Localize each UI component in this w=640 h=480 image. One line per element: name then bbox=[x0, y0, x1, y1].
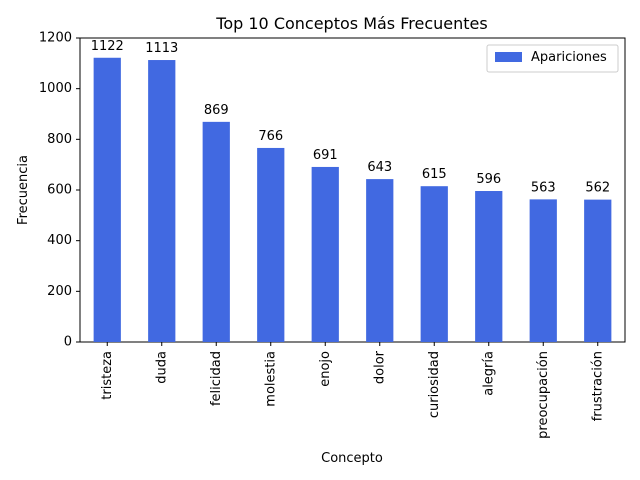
x-tick-label: felicidad bbox=[209, 351, 224, 406]
bar-frustración bbox=[584, 199, 612, 342]
x-tick-label: duda bbox=[154, 351, 169, 384]
x-tick-label: frustración bbox=[590, 351, 605, 421]
y-tick-label: 800 bbox=[47, 132, 72, 147]
data-label: 643 bbox=[367, 160, 392, 175]
bar-molestia bbox=[257, 147, 285, 342]
x-tick-label: dolor bbox=[372, 350, 387, 384]
bar-tristeza bbox=[93, 57, 121, 342]
data-label: 615 bbox=[422, 167, 447, 182]
y-tick-label: 400 bbox=[47, 233, 72, 248]
data-label: 766 bbox=[258, 129, 283, 144]
y-tick-label: 1000 bbox=[39, 81, 72, 96]
bar-alegría bbox=[475, 191, 503, 342]
y-tick-label: 1200 bbox=[39, 31, 72, 46]
data-label: 1122 bbox=[91, 39, 124, 54]
legend-box bbox=[486, 44, 619, 73]
data-label: 869 bbox=[204, 103, 229, 118]
bar-felicidad bbox=[202, 121, 230, 342]
x-axis-label: Concepto bbox=[321, 451, 383, 466]
value-labels-group: 1122 1113 869 766 691 643 615 596 563 562 bbox=[91, 39, 610, 196]
legend: Apariciones bbox=[486, 44, 619, 73]
chart-title: Top 10 Conceptos Más Frecuentes bbox=[215, 14, 487, 33]
bars-group bbox=[93, 57, 612, 342]
data-label: 691 bbox=[313, 148, 338, 163]
y-tick-label: 0 bbox=[64, 335, 72, 350]
bar-enojo bbox=[311, 166, 339, 342]
legend-label: Apariciones bbox=[531, 50, 607, 65]
data-label: 563 bbox=[531, 180, 556, 195]
x-tick-label: curiosidad bbox=[427, 351, 442, 418]
data-label: 1113 bbox=[145, 41, 178, 56]
bar-duda bbox=[148, 60, 176, 342]
y-tick-label: 600 bbox=[47, 183, 72, 198]
x-axis: tristeza duda felicidad molestia enojo dolor c… bbox=[100, 342, 605, 439]
x-tick-label: molestia bbox=[263, 351, 278, 407]
x-tick-label: alegría bbox=[481, 351, 496, 396]
bar-preocupación bbox=[529, 199, 557, 342]
bar-curiosidad bbox=[420, 186, 448, 342]
x-tick-label: enojo bbox=[318, 351, 333, 387]
x-tick-label: preocupación bbox=[536, 351, 551, 439]
data-label: 562 bbox=[585, 181, 610, 196]
legend-swatch bbox=[495, 52, 522, 62]
y-tick-label: 200 bbox=[47, 284, 72, 299]
x-tick-label: tristeza bbox=[100, 351, 115, 400]
data-label: 596 bbox=[476, 172, 501, 187]
y-axis-label: Frecuencia bbox=[16, 155, 31, 225]
bar-dolor bbox=[366, 179, 394, 342]
y-axis: 0 200 400 600 800 1000 1200 bbox=[39, 31, 80, 350]
